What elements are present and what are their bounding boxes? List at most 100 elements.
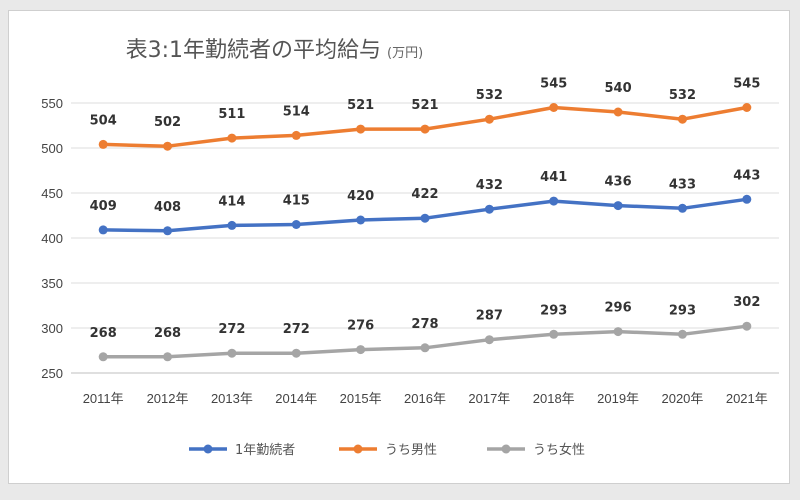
data-label: 414 bbox=[218, 194, 245, 209]
x-tick-label: 2017年 bbox=[468, 391, 510, 406]
data-point bbox=[163, 141, 173, 151]
series-group bbox=[98, 103, 752, 362]
data-point bbox=[163, 352, 173, 362]
data-label: 540 bbox=[605, 81, 632, 96]
x-tick-label: 2020年 bbox=[661, 391, 703, 406]
x-tick-label: 2021年 bbox=[726, 391, 768, 406]
data-label: 521 bbox=[347, 98, 374, 113]
legend-label: 1年勤続者 bbox=[235, 443, 295, 458]
data-label: 432 bbox=[476, 178, 503, 193]
data-label: 276 bbox=[347, 319, 374, 334]
data-label: 296 bbox=[605, 301, 632, 316]
data-label: 441 bbox=[540, 170, 567, 185]
data-point bbox=[291, 348, 301, 358]
data-label: 502 bbox=[154, 115, 181, 130]
data-label: 302 bbox=[733, 295, 760, 310]
data-point bbox=[613, 201, 623, 211]
data-label: 511 bbox=[218, 107, 245, 122]
data-point bbox=[420, 124, 430, 134]
legend: 1年勤続者 うち男性 うち女性 bbox=[189, 442, 585, 458]
legend-swatch-marker bbox=[353, 444, 363, 454]
legend-swatch-marker bbox=[203, 444, 213, 454]
data-point bbox=[549, 103, 559, 112]
data-point bbox=[613, 107, 623, 117]
data-labels: 409 408 414 415 420 422 432 441 436 433 443 504 502 5… bbox=[90, 77, 761, 341]
data-point bbox=[163, 226, 173, 236]
y-tick-label: 550 bbox=[41, 96, 63, 111]
data-point bbox=[549, 196, 559, 206]
data-point bbox=[484, 204, 494, 214]
y-tick-label: 400 bbox=[41, 231, 63, 246]
data-point bbox=[227, 220, 237, 230]
data-point bbox=[677, 114, 687, 124]
data-point bbox=[677, 203, 687, 213]
data-point bbox=[98, 352, 108, 362]
legend-label: うち女性 bbox=[533, 442, 585, 458]
chart-title: 表3:1年勤続者の平均給与 bbox=[126, 38, 381, 63]
legend-swatch-marker bbox=[501, 444, 511, 454]
data-label: 532 bbox=[669, 88, 696, 103]
x-axis-ticks: 2011年 2012年 2013年 2014年 2015年 2016年 2017年 2018年… bbox=[83, 391, 768, 406]
data-point bbox=[98, 225, 108, 235]
data-label: 293 bbox=[669, 303, 696, 318]
y-tick-label: 450 bbox=[41, 186, 63, 201]
data-label: 545 bbox=[540, 77, 567, 92]
data-label: 545 bbox=[733, 77, 760, 92]
data-point bbox=[98, 139, 108, 149]
data-point bbox=[291, 220, 301, 229]
data-point bbox=[613, 327, 623, 337]
data-label: 521 bbox=[411, 98, 438, 113]
data-point bbox=[484, 335, 494, 345]
x-tick-label: 2016年 bbox=[404, 391, 446, 406]
x-tick-label: 2014年 bbox=[275, 391, 317, 406]
data-label: 408 bbox=[154, 200, 181, 215]
data-point bbox=[677, 329, 687, 339]
data-point bbox=[742, 321, 752, 331]
y-tick-label: 500 bbox=[41, 141, 63, 156]
data-label: 514 bbox=[283, 104, 310, 119]
x-tick-label: 2011年 bbox=[83, 391, 124, 406]
data-label: 420 bbox=[347, 189, 374, 204]
y-tick-label: 350 bbox=[41, 276, 63, 291]
data-point bbox=[549, 329, 559, 339]
data-label: 293 bbox=[540, 303, 567, 318]
data-label: 409 bbox=[90, 199, 117, 214]
data-point bbox=[484, 114, 494, 124]
x-tick-label: 2015年 bbox=[340, 391, 382, 406]
data-label: 415 bbox=[283, 194, 310, 209]
data-point bbox=[291, 130, 301, 140]
data-label: 504 bbox=[90, 113, 117, 128]
y-axis-ticks: 250 300 350 400 450 500 550 bbox=[41, 96, 63, 381]
data-point bbox=[227, 348, 237, 358]
data-label: 272 bbox=[283, 322, 310, 337]
legend-label: うち男性 bbox=[385, 443, 437, 458]
x-tick-label: 2013年 bbox=[211, 391, 253, 406]
data-label: 287 bbox=[476, 309, 503, 324]
data-label: 422 bbox=[411, 187, 438, 202]
data-point bbox=[742, 103, 752, 112]
x-tick-label: 2018年 bbox=[533, 391, 575, 406]
x-tick-label: 2019年 bbox=[597, 391, 639, 406]
data-label: 433 bbox=[669, 177, 696, 192]
chart-frame: 250 300 350 400 450 500 550 2011年 2012年 2013年 201… bbox=[8, 10, 790, 484]
data-label: 436 bbox=[605, 175, 632, 190]
data-label: 278 bbox=[411, 317, 438, 332]
data-point bbox=[356, 215, 366, 225]
data-label: 443 bbox=[733, 168, 760, 183]
data-point bbox=[356, 345, 366, 355]
data-point bbox=[742, 194, 752, 204]
x-tick-label: 2012年 bbox=[147, 391, 189, 406]
data-point bbox=[420, 343, 430, 353]
y-tick-label: 250 bbox=[41, 366, 63, 381]
data-point bbox=[356, 124, 366, 134]
chart-unit: (万円) bbox=[387, 46, 423, 61]
data-label: 272 bbox=[218, 322, 245, 337]
y-tick-label: 300 bbox=[41, 321, 63, 336]
data-label: 268 bbox=[90, 326, 117, 341]
data-label: 532 bbox=[476, 88, 503, 103]
data-point bbox=[420, 213, 430, 223]
gridlines bbox=[71, 102, 779, 374]
data-label: 268 bbox=[154, 326, 181, 341]
data-point bbox=[227, 133, 237, 143]
